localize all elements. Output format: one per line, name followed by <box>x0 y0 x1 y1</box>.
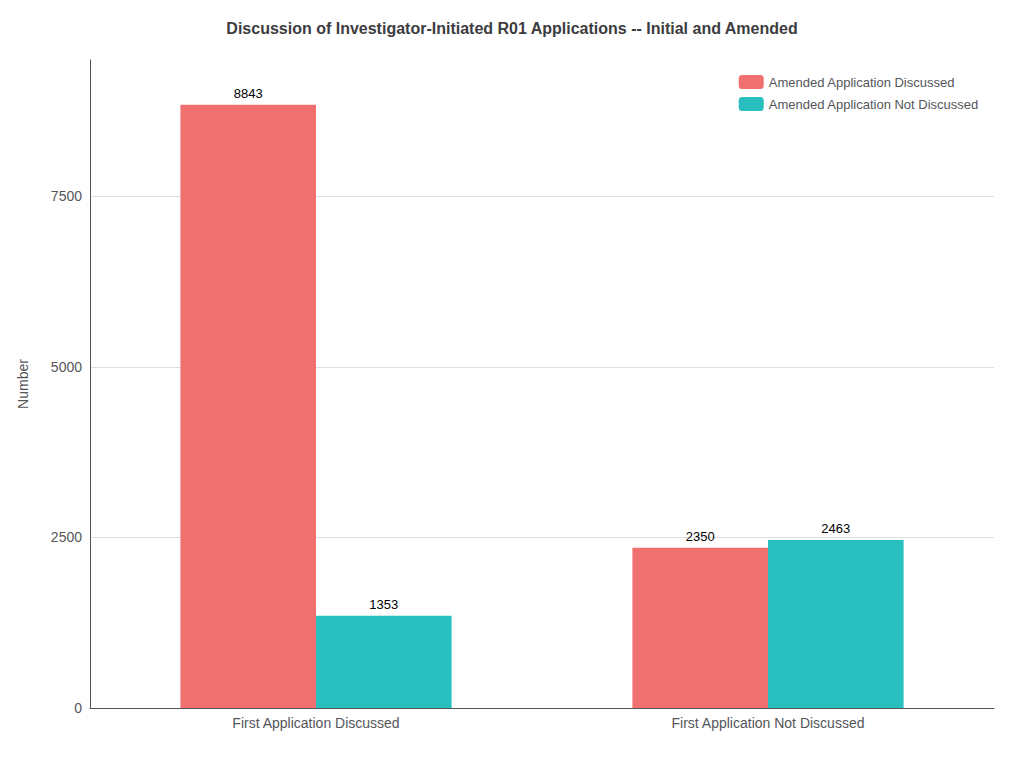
svg-text:Discussion of Investigator-Ini: Discussion of Investigator-Initiated R01… <box>226 20 797 37</box>
svg-text:Amended Application Not Discus: Amended Application Not Discussed <box>769 97 979 112</box>
svg-text:8843: 8843 <box>234 86 263 101</box>
svg-text:First Application Not Discusse: First Application Not Discussed <box>672 715 865 731</box>
svg-text:1353: 1353 <box>369 597 398 612</box>
svg-text:5000: 5000 <box>51 359 82 375</box>
svg-text:2500: 2500 <box>51 529 82 545</box>
svg-text:Number: Number <box>15 359 31 409</box>
svg-text:Amended Application Discussed: Amended Application Discussed <box>769 75 955 90</box>
svg-text:7500: 7500 <box>51 188 82 204</box>
svg-text:2350: 2350 <box>686 529 715 544</box>
svg-text:0: 0 <box>74 700 82 716</box>
svg-text:First Application Discussed: First Application Discussed <box>232 715 399 731</box>
svg-text:2463: 2463 <box>821 521 850 536</box>
